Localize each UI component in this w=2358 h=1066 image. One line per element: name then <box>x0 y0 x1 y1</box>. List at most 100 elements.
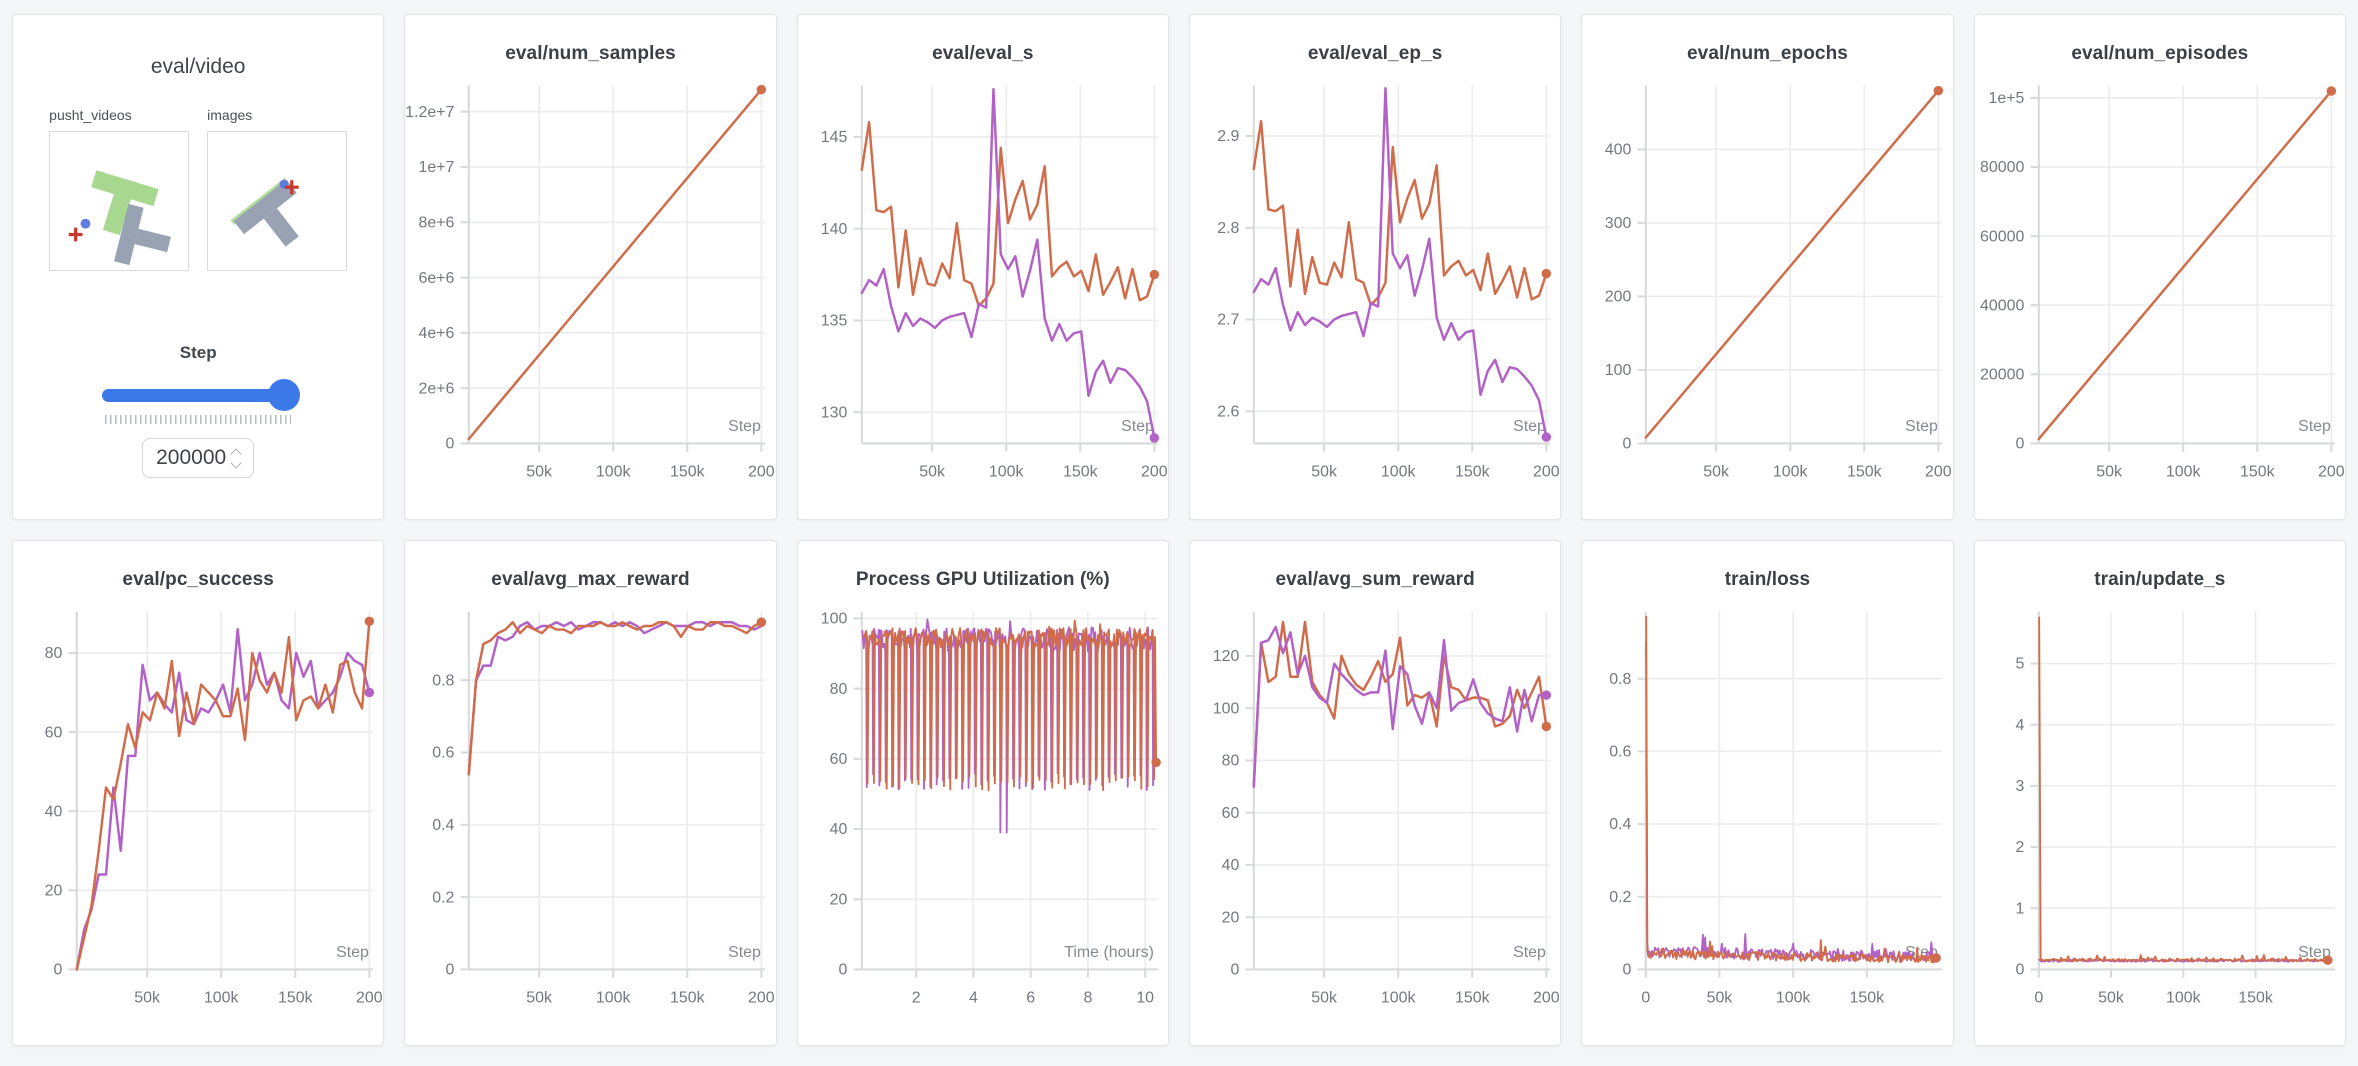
y-tick-label: 1 <box>2015 900 2024 917</box>
images-thumbnail[interactable] <box>207 131 348 271</box>
panel-eval-eval-ep-s[interactable]: eval/eval_ep_s 50k 100k 150k 200 2.6 2.7 2.8 2.… <box>1189 14 1562 520</box>
series-line-orange <box>1252 120 1548 307</box>
y-tick-label: 1e+5 <box>1988 90 2024 107</box>
chart-svg: 50k 100k 150k 200 130 135 140 145 Step <box>820 85 1168 480</box>
chart-canvas[interactable]: 50k 100k 150k 200 0 100 200 300 400 Step <box>1582 69 1952 513</box>
chart-canvas[interactable]: 50k 100k 150k 200 2.6 2.7 2.8 2.9 Step <box>1190 69 1560 513</box>
y-tick-label: 0 <box>446 962 455 979</box>
x-axis-label: Step <box>1905 418 1938 435</box>
step-value: 200000 <box>156 446 227 469</box>
x-tick-label: 100k <box>1381 989 1416 1006</box>
series-line-purple <box>860 87 1156 440</box>
y-tick-label: 2 <box>2015 839 2024 856</box>
pusht-video-thumbnail[interactable] <box>49 131 190 271</box>
x-tick-label: 150k <box>2238 989 2273 1006</box>
panel-eval-num-episodes[interactable]: eval/num_episodes 50k 100k 150k 200 0 20000 40… <box>1973 14 2346 520</box>
x-tick-label: 100k <box>596 989 631 1006</box>
x-tick-label: 10 <box>1136 989 1154 1006</box>
y-tick-label: 2.9 <box>1217 128 1239 145</box>
series-line-purple <box>467 621 763 776</box>
panel-eval-num-samples[interactable]: eval/num_samples 50k 100k 150k 200 0 2e+6 4e+6… <box>404 14 777 520</box>
y-tick-label: 0.6 <box>1610 744 1632 761</box>
y-tick-label: 0 <box>2015 436 2024 453</box>
y-tick-label: 0.8 <box>1610 671 1632 688</box>
series-end-dot-orange <box>1541 268 1552 279</box>
y-tick-label: 3 <box>2015 778 2024 795</box>
series-line-orange <box>1644 89 1940 439</box>
x-tick-label: 150k <box>2240 463 2275 480</box>
panel-eval-num-epochs[interactable]: eval/num_epochs 50k 100k 150k 200 0 100 200 300… <box>1581 14 1954 520</box>
panel-train-loss[interactable]: train/loss 0 50k 100k 150k 0 0.2 0.4 0.6 0.8 Step <box>1581 540 1954 1046</box>
x-tick-label: 150k <box>1455 989 1490 1006</box>
panel-eval-video[interactable]: eval/video pusht_videos <box>12 14 385 520</box>
chart-title: eval/eval_s <box>932 43 1034 64</box>
y-tick-label: 0.8 <box>433 672 455 689</box>
series-end-dot-purple <box>1541 690 1552 700</box>
y-tick-label: 0.2 <box>1610 889 1632 906</box>
x-tick-label: 100k <box>2166 463 2201 480</box>
y-tick-label: 0.4 <box>1610 816 1632 833</box>
panel-eval-pc-success[interactable]: eval/pc_success 50k 100k 150k 200 0 20 40 60 80 S… <box>12 540 385 1046</box>
panel-process-gpu-utilization[interactable]: Process GPU Utilization (%) 2 4 6 8 10 0 20 40 6… <box>796 540 1169 1046</box>
chart-canvas[interactable]: 0 50k 100k 150k 0 1 2 3 4 5 Step <box>1975 595 2345 1039</box>
chart-canvas[interactable]: 50k 100k 150k 200 0 20 40 60 80 100 120 Step <box>1190 595 1560 1039</box>
chart-canvas[interactable]: 50k 100k 150k 200 0 20 40 60 80 Step <box>13 595 383 1039</box>
x-tick-label: 200 <box>1533 989 1560 1006</box>
chart-canvas[interactable]: 50k 100k 150k 200 0 2e+6 4e+6 6e+6 8e+6 1e+7 1.2e+… <box>405 69 775 513</box>
x-tick-label: 8 <box>1083 989 1092 1006</box>
slider-thumb[interactable] <box>268 379 301 411</box>
pusht-video-frame <box>68 170 172 266</box>
y-tick-label: 2.7 <box>1217 312 1239 329</box>
chart-title: eval/num_episodes <box>2071 43 2249 64</box>
panel-train-update-s[interactable]: train/update_s 0 50k 100k 150k 0 1 2 3 4 5 Step <box>1973 540 2346 1046</box>
x-axis-label: Step <box>728 418 761 435</box>
panel-eval-avg-sum-reward[interactable]: eval/avg_sum_reward 50k 100k 150k 200 0 20 40 6… <box>1189 540 1562 1046</box>
x-tick-label: 200 <box>748 989 775 1006</box>
chart-title: eval/num_epochs <box>1687 43 1848 64</box>
panel-eval-avg-max-reward[interactable]: eval/avg_max_reward 50k 100k 150k 200 0 0.2 0.… <box>404 540 777 1046</box>
x-tick-label: 100k <box>1776 989 1811 1006</box>
series-line-orange <box>860 120 1156 308</box>
x-tick-label: 50k <box>1311 463 1337 480</box>
chart-svg: 50k 100k 150k 200 0 2e+6 4e+6 6e+6 8e+6 1e+7 1.2e+… <box>406 84 775 480</box>
x-tick-label: 100k <box>989 463 1024 480</box>
chart-svg: 50k 100k 150k 200 0 100 200 300 400 Step <box>1605 85 1952 480</box>
x-tick-label: 50k <box>134 989 160 1006</box>
slider-track[interactable] <box>102 389 295 402</box>
series-line-orange <box>2037 89 2333 441</box>
panel-eval-eval-s[interactable]: eval/eval_s 50k 100k 150k 200 130 135 140 145 St… <box>796 14 1169 520</box>
x-axis-label: Step <box>1121 418 1154 435</box>
chart-canvas[interactable]: 50k 100k 150k 200 0 0.2 0.4 0.6 0.8 Step <box>405 595 775 1039</box>
series-line-orange <box>2037 616 2329 963</box>
y-tick-label: 20000 <box>1980 366 2024 383</box>
series-line-orange <box>1645 615 1938 964</box>
y-tick-label: 0 <box>1231 962 1240 979</box>
x-tick-label: 0 <box>2034 989 2043 1006</box>
step-slider[interactable] <box>102 379 301 411</box>
y-tick-label: 120 <box>1213 648 1240 665</box>
y-tick-label: 1.2e+7 <box>406 104 455 121</box>
goal-t-shape <box>91 170 159 236</box>
series-line-purple <box>1252 625 1548 788</box>
number-stepper[interactable] <box>230 447 242 469</box>
y-tick-label: 100 <box>820 611 847 628</box>
x-tick-label: 150k <box>1850 989 1885 1006</box>
x-axis-label: Step <box>1513 418 1546 435</box>
series-line-purple <box>75 628 371 971</box>
y-tick-label: 400 <box>1605 142 1632 159</box>
x-tick-label: 50k <box>1704 463 1730 480</box>
chart-canvas[interactable]: 50k 100k 150k 200 0 20000 40000 60000 80000 1e+5 S… <box>1975 69 2345 513</box>
series-end-dot-purple <box>364 687 375 698</box>
x-tick-label: 50k <box>1707 989 1733 1006</box>
y-tick-label: 5 <box>2015 656 2024 673</box>
step-value-input[interactable]: 200000 <box>142 438 255 478</box>
chevron-down-icon[interactable] <box>230 456 242 469</box>
chart-canvas[interactable]: 0 50k 100k 150k 0 0.2 0.4 0.6 0.8 Step <box>1582 595 1952 1039</box>
chart-canvas[interactable]: 50k 100k 150k 200 130 135 140 145 Step <box>798 69 1168 513</box>
series-end-dot-orange <box>756 617 767 627</box>
chart-canvas[interactable]: 2 4 6 8 10 0 20 40 60 80 100 Time (hours) <box>798 595 1168 1039</box>
media-label: pusht_videos <box>49 107 132 123</box>
y-tick-label: 4e+6 <box>419 325 455 342</box>
x-tick-label: 200 <box>1141 463 1168 480</box>
